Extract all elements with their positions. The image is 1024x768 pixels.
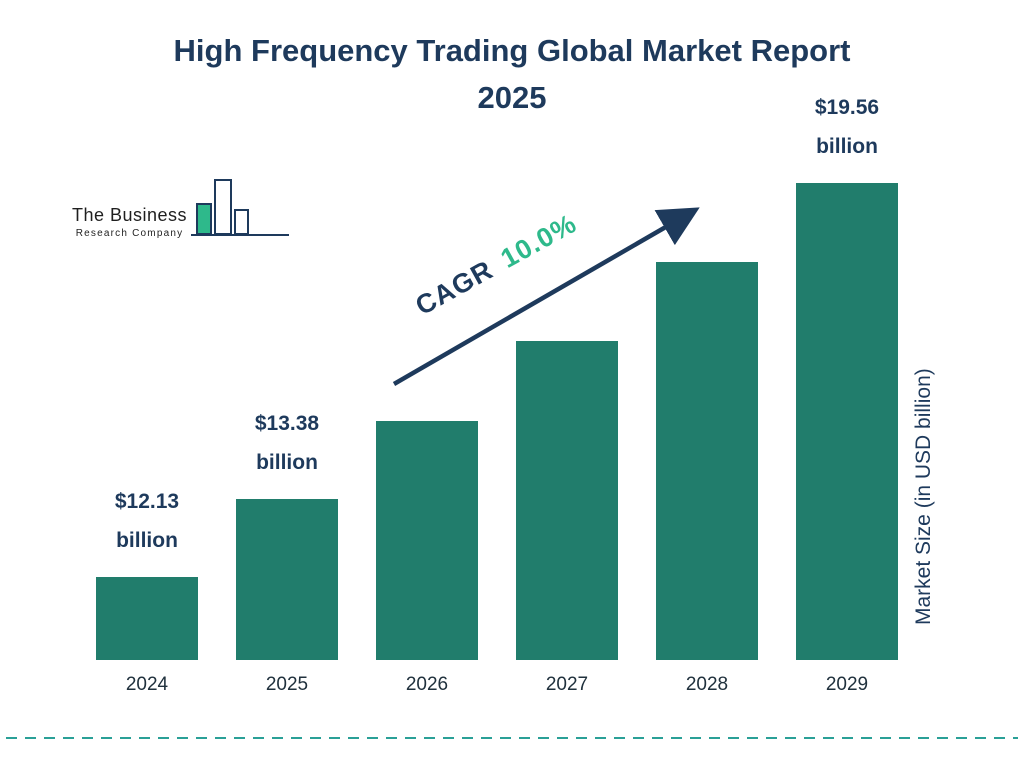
company-logo: The Business Research Company bbox=[72, 176, 291, 245]
bottom-dashed-divider bbox=[6, 737, 1018, 739]
y-axis-label: Market Size (in USD billion) bbox=[912, 368, 935, 626]
page-title-line1: High Frequency Trading Global Market Rep… bbox=[173, 33, 851, 68]
company-name-secondary: Research Company bbox=[75, 228, 184, 239]
x-axis-label-2026: 2026 bbox=[405, 674, 449, 695]
company-name: The Business bbox=[72, 205, 188, 225]
bar-column-2028: 2028 bbox=[656, 262, 758, 695]
company-logo-text: The Business Research Company bbox=[72, 205, 187, 239]
bar-column-2029: $19.56 billion 2029 bbox=[796, 89, 898, 695]
x-axis-label-2025: 2025 bbox=[265, 674, 309, 695]
x-axis-label-2028: 2028 bbox=[685, 674, 729, 695]
page-title-line2: 2025 bbox=[477, 79, 547, 115]
bar-2027 bbox=[516, 341, 618, 660]
bar-column-2025: $13.38 billion 2025 bbox=[236, 405, 338, 695]
x-axis-label-2027: 2027 bbox=[545, 674, 589, 695]
bar-column-2026: 2026 bbox=[376, 421, 478, 695]
bar-value-label-2025: $13.38 billion bbox=[254, 412, 320, 475]
bar-value-label-2024: $12.13 billion bbox=[114, 490, 180, 553]
page-title: High Frequency Trading Global Market Rep… bbox=[0, 28, 1024, 121]
bar-2029 bbox=[796, 183, 898, 660]
bar-2025 bbox=[236, 499, 338, 660]
bar-2026 bbox=[376, 421, 478, 660]
bar-column-2024: $12.13 billion 2024 bbox=[96, 483, 198, 695]
x-axis-label-2029: 2029 bbox=[825, 674, 869, 695]
bar-2024 bbox=[96, 577, 198, 660]
bar-value-label-2029: $19.56 billion bbox=[814, 96, 880, 159]
bar-column-2027: 2027 bbox=[516, 341, 618, 695]
bar-2028 bbox=[656, 262, 758, 660]
x-axis-label-2024: 2024 bbox=[125, 674, 169, 695]
bar-chart: $12.13 billion 2024 $13.38 billion 2025 2026 20… bbox=[96, 89, 898, 695]
bar-chart-logo-icon bbox=[191, 176, 291, 245]
